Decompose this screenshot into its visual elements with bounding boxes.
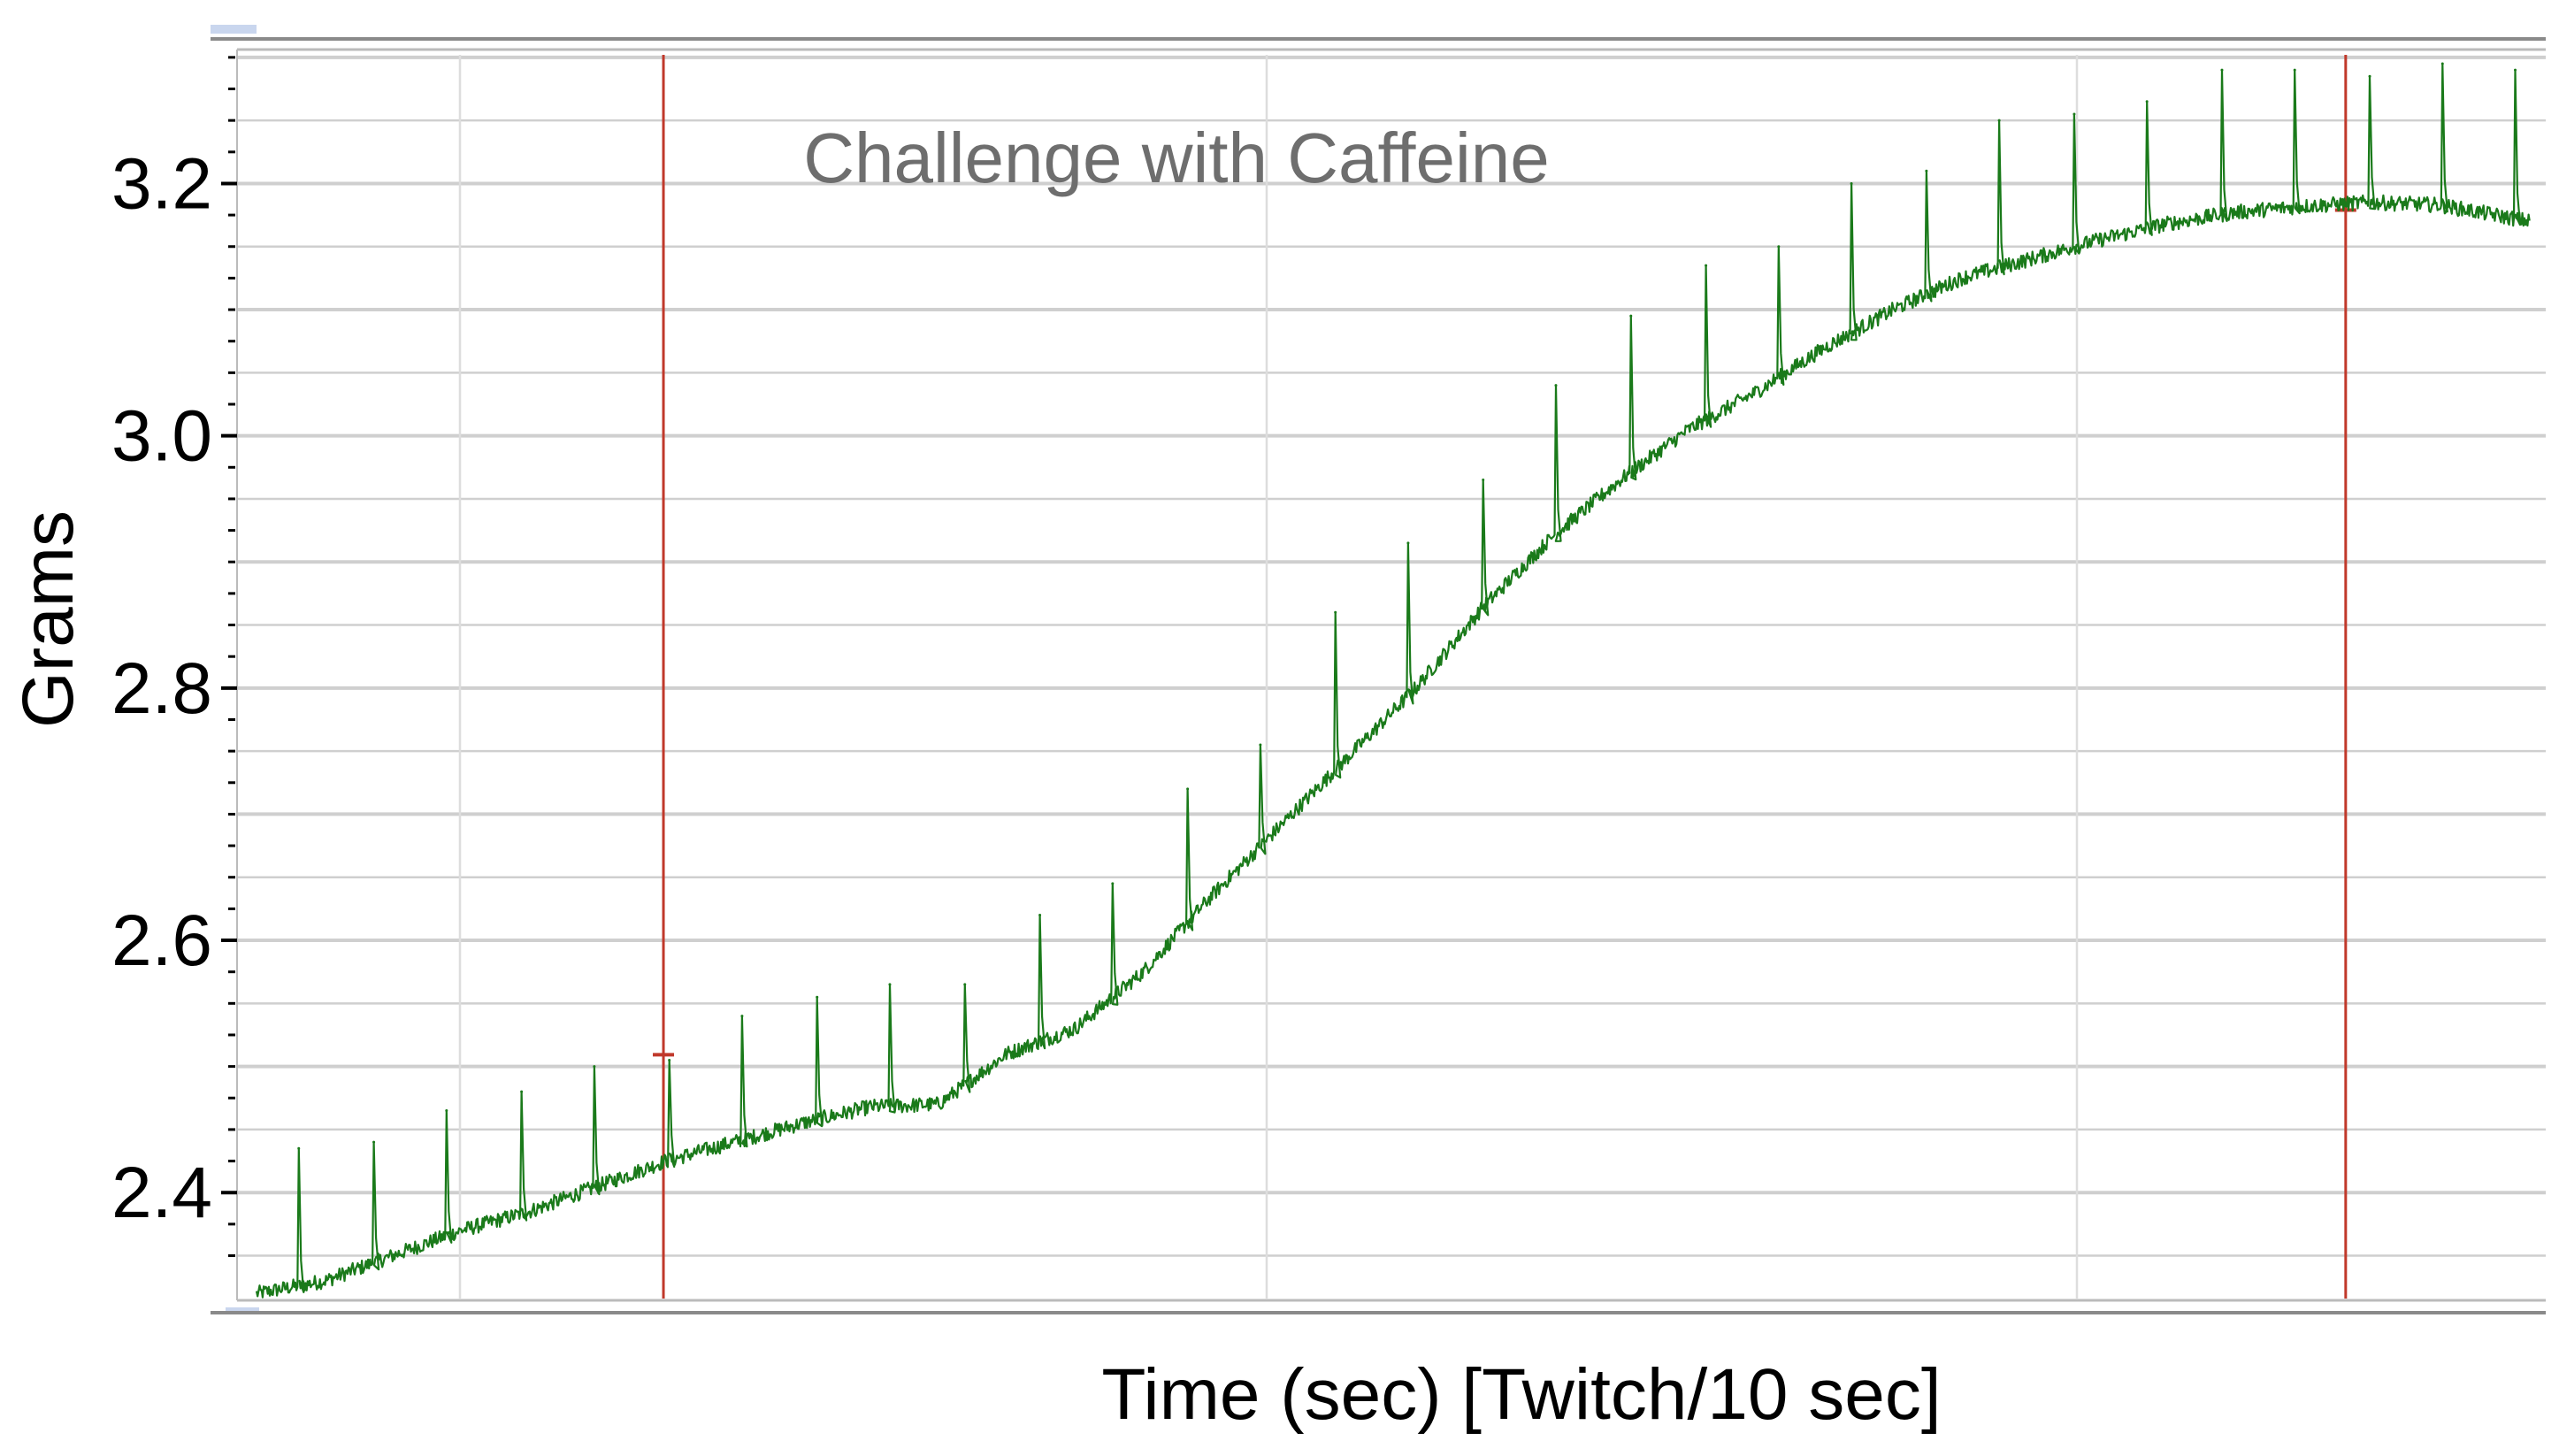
grid xyxy=(237,55,2546,1299)
twitch-peak-point xyxy=(445,1109,448,1113)
twitch-peak-point xyxy=(740,1015,744,1018)
y-axis-label: Grams xyxy=(8,510,88,728)
twitch-peak-point xyxy=(1850,181,1853,185)
twitch-peak-point xyxy=(1629,314,1633,318)
twitch-peak-point xyxy=(372,1140,376,1144)
y-tick-label: 3.0 xyxy=(111,396,212,477)
twitch-peak-point xyxy=(2440,62,2444,65)
twitch-peak-point xyxy=(1925,169,1928,172)
twitch-peak-point xyxy=(2514,68,2517,72)
chart-title: Challenge with Caffeine xyxy=(803,119,1550,197)
twitch-peak-point xyxy=(1406,541,1410,545)
y-tick-label: 3.2 xyxy=(111,143,212,224)
twitch-peak-point xyxy=(1554,384,1558,387)
x-axis-label: Time (sec) [Twitch/10 sec] xyxy=(1101,1354,1941,1435)
twitch-peak-point xyxy=(2293,68,2296,72)
twitch-peak-point xyxy=(1997,119,2001,122)
plot-frame xyxy=(211,25,2546,1314)
series-line xyxy=(255,62,2531,1299)
twitch-peak-point xyxy=(1038,914,1042,917)
twitch-peak-point xyxy=(1186,787,1190,791)
twitch-peak-point xyxy=(2368,74,2371,78)
twitch-peak-point xyxy=(888,983,892,986)
twitch-peak-point xyxy=(816,995,819,999)
twitch-peak-point xyxy=(2072,112,2076,116)
twitch-peak-point xyxy=(297,1146,301,1150)
frame-tab xyxy=(211,25,257,34)
twitch-peak-point xyxy=(593,1065,596,1069)
twitch-peak-point xyxy=(1705,264,1708,267)
y-tick-label: 2.8 xyxy=(111,648,212,729)
twitch-peak-point xyxy=(1259,743,1262,747)
twitch-peak-point xyxy=(1111,882,1115,885)
twitch-peak-point xyxy=(520,1090,524,1093)
twitch-peak-point xyxy=(1334,610,1337,614)
twitch-peak-point xyxy=(2145,100,2149,103)
twitch-peak-point xyxy=(1777,245,1781,249)
twitch-peak-point xyxy=(668,1058,671,1061)
y-tick-label: 2.4 xyxy=(111,1153,212,1233)
y-tick-label: 2.6 xyxy=(111,900,212,981)
twitch-peak-point xyxy=(963,983,967,986)
series xyxy=(255,62,2531,1299)
y-axis: 2.4 2.6 2.8 3.0 3.2 xyxy=(111,56,237,1258)
twitch-peak-point xyxy=(2220,68,2224,72)
twitch-peak-point xyxy=(1482,479,1485,482)
